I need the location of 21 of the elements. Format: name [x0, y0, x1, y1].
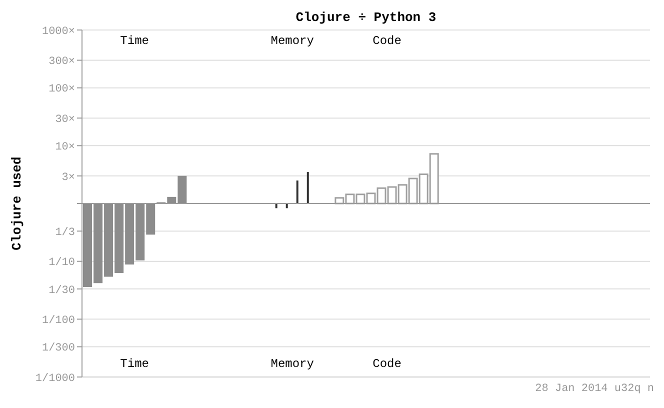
- y-tick-label: 100×: [48, 84, 75, 96]
- y-tick-label: 30×: [55, 114, 75, 126]
- y-tick-label: 1/100: [42, 315, 75, 328]
- text: 28 Jan 2014 u32q n: [535, 383, 654, 395]
- y-tick-label: 1/30: [48, 284, 75, 297]
- y-axis-title: Clojure used: [10, 156, 25, 250]
- y-tick-label: 1000×: [42, 26, 75, 38]
- y-tick-label: 10×: [55, 142, 75, 154]
- annotation: Memory: [270, 34, 315, 48]
- chart-title: Clojure ÷ Python 3: [294, 10, 438, 25]
- y-tick-label: 1/3: [55, 227, 75, 239]
- annotation: Time: [119, 34, 150, 48]
- y-tick-label: 300×: [48, 56, 75, 68]
- text: Memory: [270, 357, 314, 371]
- text: Code: [372, 357, 402, 371]
- text: Time: [120, 357, 149, 371]
- y-tick-label: 1/1000: [35, 372, 75, 385]
- y-tick-label: 1/300: [42, 342, 75, 355]
- annotation: Code: [372, 34, 402, 48]
- y-tick-label: 1/10: [48, 257, 75, 270]
- y-tick-label: 3×: [62, 172, 75, 184]
